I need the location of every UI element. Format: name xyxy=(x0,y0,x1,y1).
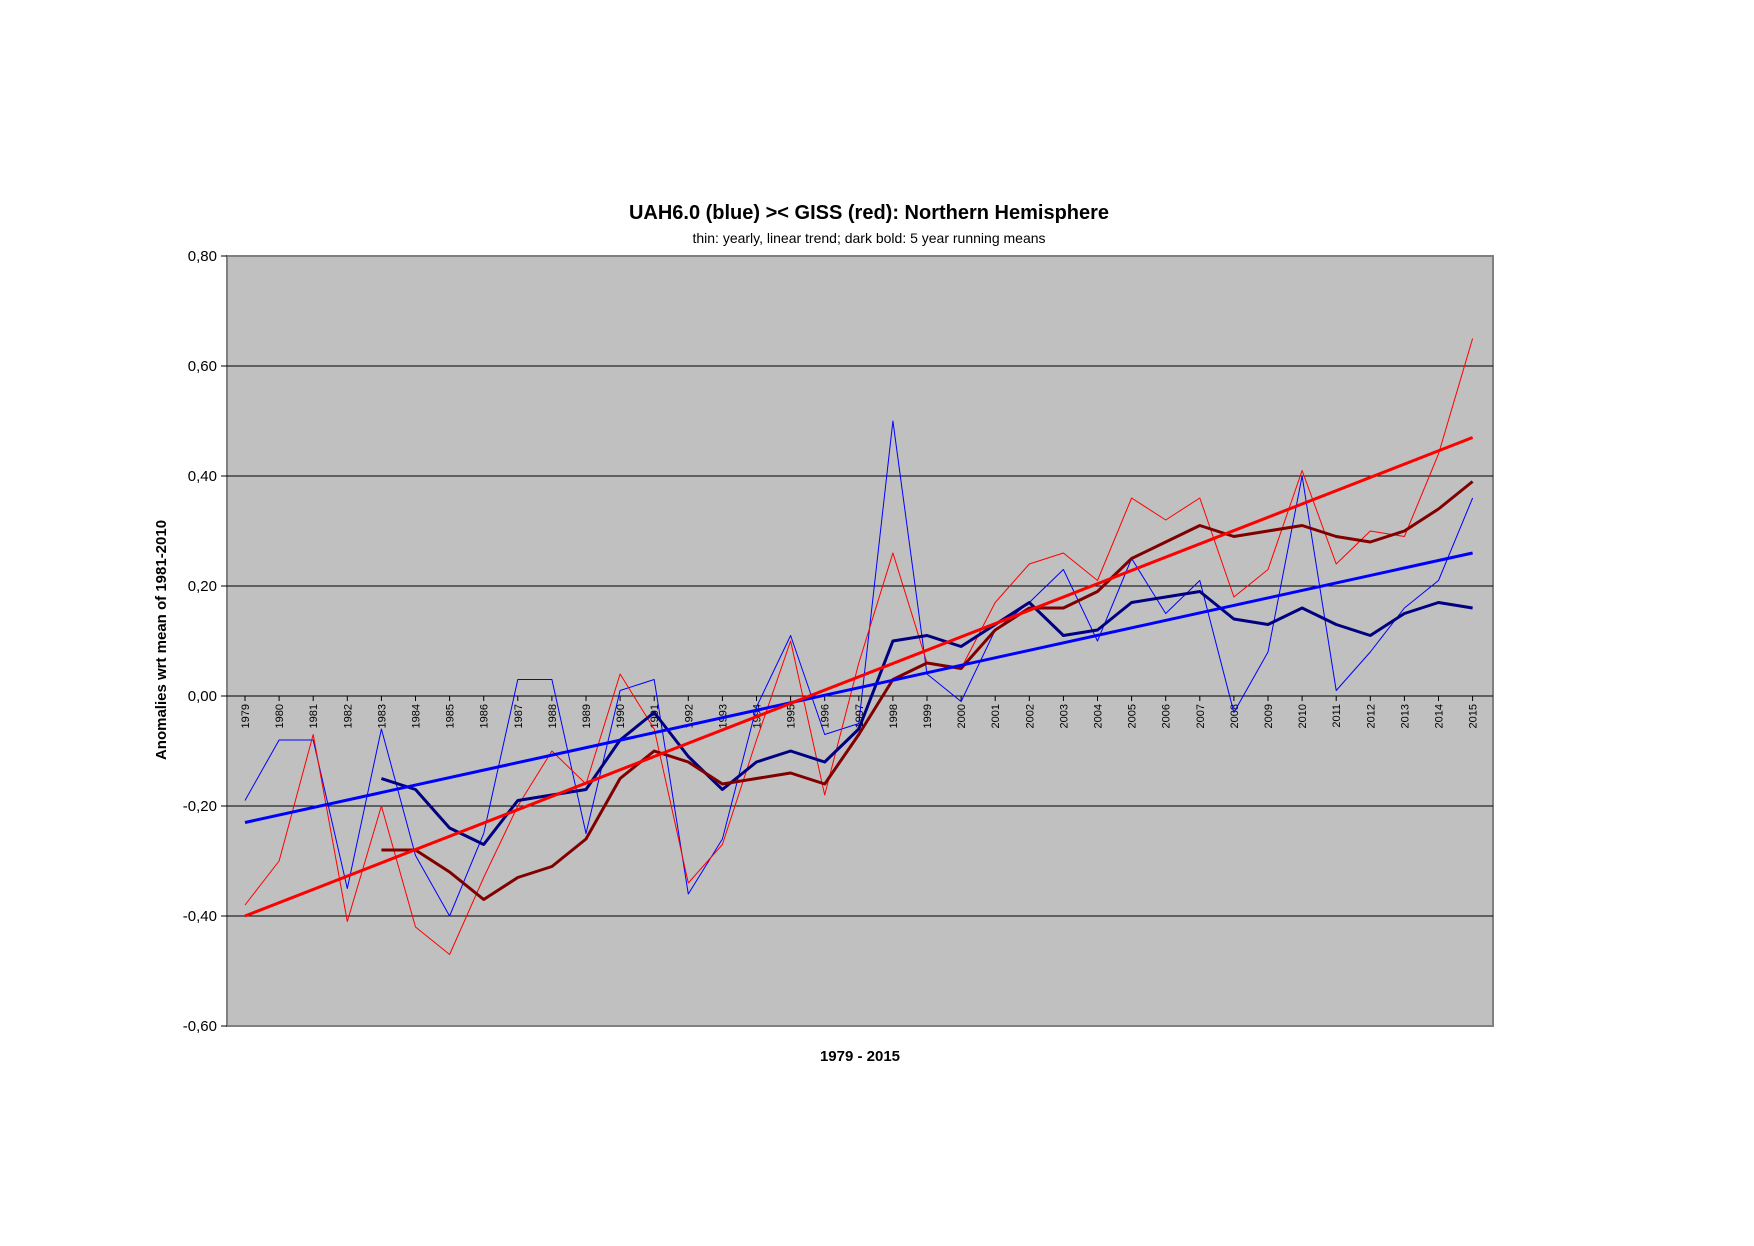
x-tick-label: 1990 xyxy=(615,704,627,728)
x-axis-label: 1979 - 2015 xyxy=(820,1048,900,1065)
y-tick-label: 0,40 xyxy=(188,468,217,485)
x-tick-label: 2010 xyxy=(1297,704,1309,728)
x-tick-label: 2012 xyxy=(1365,704,1377,728)
x-tick-label: 1995 xyxy=(786,704,798,728)
x-tick-label: 1999 xyxy=(922,704,934,728)
y-tick-label: 0,00 xyxy=(188,688,217,705)
gridlines xyxy=(221,255,1493,1027)
y-tick-label: 0,60 xyxy=(188,358,217,375)
x-tick-label: 2003 xyxy=(1058,704,1070,728)
chart-subtitle: thin: yearly, linear trend; dark bold: 5… xyxy=(692,230,1045,246)
x-tick-label: 1980 xyxy=(274,704,286,728)
x-tick-label: 1984 xyxy=(411,704,423,728)
series-group xyxy=(244,338,1474,955)
x-tick-label: 1982 xyxy=(342,704,354,728)
x-tick-label: 2015 xyxy=(1468,704,1480,728)
y-tick-label: -0,40 xyxy=(183,908,217,925)
x-tick-label: 2004 xyxy=(1093,704,1105,728)
x-tick-label: 2002 xyxy=(1024,704,1036,728)
y-tick-label: -0,20 xyxy=(183,798,217,815)
x-tick-label: 2011 xyxy=(1331,704,1343,728)
x-tick-label: 1981 xyxy=(308,704,320,728)
series-giss_trend xyxy=(244,436,1474,918)
y-tick-label: 0,80 xyxy=(188,248,217,265)
y-tick-label: -0,60 xyxy=(183,1018,217,1035)
x-tick-label: 2014 xyxy=(1434,704,1446,728)
x-tick-label: 2005 xyxy=(1127,704,1139,728)
x-tick-label: 2007 xyxy=(1195,704,1207,728)
x-tick-label: 1991 xyxy=(649,704,661,728)
x-tick-label: 1996 xyxy=(820,704,832,728)
x-tick-label: 2006 xyxy=(1161,704,1173,728)
x-tick-label: 1988 xyxy=(547,704,559,728)
x-tick-label: 2013 xyxy=(1399,704,1411,728)
x-tick-label: 2001 xyxy=(990,704,1002,728)
y-tick-labels: 0,80 0,60 0,40 0,20 0,00 -0,20 -0,40 -0,60 xyxy=(183,248,217,1035)
x-tick-label: 1989 xyxy=(581,704,593,728)
x-tick-label: 1992 xyxy=(683,704,695,728)
plot-area xyxy=(226,255,1494,1027)
x-tick-label: 1979 xyxy=(240,704,252,728)
x-tick-label: 2008 xyxy=(1229,704,1241,728)
series-uah_trend xyxy=(244,551,1473,824)
x-tick-label: 1985 xyxy=(445,704,457,728)
x-tick-label: 1987 xyxy=(513,704,525,728)
chart-title: UAH6.0 (blue) >< GISS (red): Northern He… xyxy=(629,202,1109,224)
x-tick-label: 1998 xyxy=(888,704,900,728)
y-tick-label: 0,20 xyxy=(188,578,217,595)
x-tick-label: 2009 xyxy=(1263,704,1275,728)
x-tick-label: 2000 xyxy=(956,704,968,728)
x-tick-label: 1986 xyxy=(479,704,491,728)
x-tick-label: 1983 xyxy=(376,704,388,728)
y-axis-label: Anomalies wrt mean of 1981-2010 xyxy=(153,520,170,760)
